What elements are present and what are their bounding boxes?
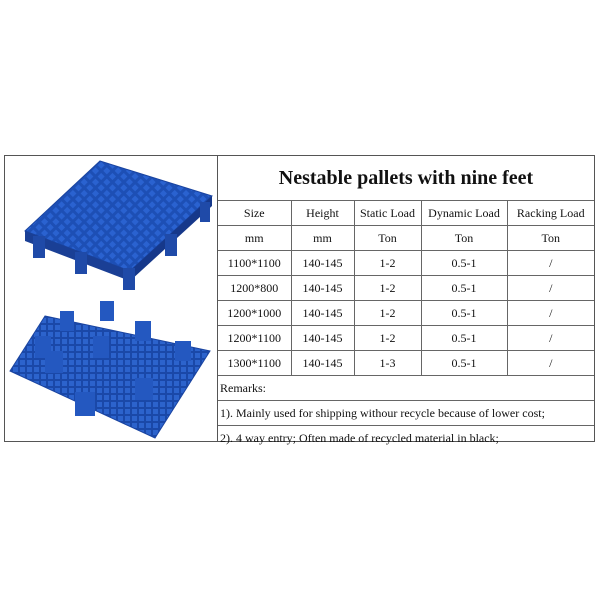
header-row: Size Height Static Load Dynamic Load Rac… [218, 200, 594, 226]
unit-cell: mm [218, 225, 292, 251]
cell: 0.5-1 [420, 250, 508, 276]
cell: 140-145 [290, 275, 355, 301]
pallet-photos [9, 160, 213, 439]
header-racking-load: Racking Load [506, 200, 594, 226]
cell: 1200*1000 [218, 300, 292, 326]
cell: / [506, 275, 594, 301]
table-title: Nestable pallets with nine feet [218, 156, 594, 201]
cell: 0.5-1 [420, 325, 508, 351]
pallet-top-view [24, 160, 213, 290]
header-static-load: Static Load [353, 200, 422, 226]
cell: 1300*1100 [218, 350, 292, 376]
spec-table: Nestable pallets with nine feet Size Hei… [218, 156, 594, 450]
cell: 140-145 [290, 300, 355, 326]
table-row: 1200*800 140-145 1-2 0.5-1/ [218, 275, 594, 301]
remark-1: 1). Mainly used for shipping withour rec… [218, 400, 594, 426]
header-height: Height [290, 200, 355, 226]
unit-cell: Ton [506, 225, 594, 251]
unit-cell: mm [290, 225, 355, 251]
pallet-images [5, 156, 218, 441]
cell: 140-145 [290, 250, 355, 276]
remark-2: 2). 4 way entry; Often made of recycled … [218, 425, 594, 450]
table-row: 1200*1100 140-145 1-2 0.5-1/ [218, 325, 594, 351]
table-row: 1200*1000 140-145 1-2 0.5-1/ [218, 300, 594, 326]
units-row: mm mm Ton Ton Ton [218, 225, 594, 251]
product-spec-table: Nestable pallets with nine feet Size Hei… [4, 155, 595, 450]
header-size: Size [218, 200, 292, 226]
cell: 0.5-1 [420, 350, 508, 376]
remarks-label: Remarks: [218, 375, 594, 401]
cell: 0.5-1 [420, 300, 508, 326]
cell: 140-145 [290, 325, 355, 351]
cell: / [506, 325, 594, 351]
cell: 1-2 [353, 300, 422, 326]
table-row: 1100*1100 140-145 1-2 0.5-1/ [218, 250, 594, 276]
cell: 1-2 [353, 250, 422, 276]
cell: 1200*800 [218, 275, 292, 301]
cell: 0.5-1 [420, 275, 508, 301]
pallet-bottom-view [9, 301, 211, 439]
cell: / [506, 300, 594, 326]
cell: / [506, 350, 594, 376]
header-dynamic-load: Dynamic Load [420, 200, 508, 226]
cell: 1-3 [353, 350, 422, 376]
cell: 1-2 [353, 275, 422, 301]
cell: 1100*1100 [218, 250, 292, 276]
cell: 140-145 [290, 350, 355, 376]
cell: / [506, 250, 594, 276]
unit-cell: Ton [420, 225, 508, 251]
unit-cell: Ton [353, 225, 422, 251]
cell: 1200*1100 [218, 325, 292, 351]
cell: 1-2 [353, 325, 422, 351]
table-row: 1300*1100 140-145 1-3 0.5-1/ [218, 350, 594, 376]
